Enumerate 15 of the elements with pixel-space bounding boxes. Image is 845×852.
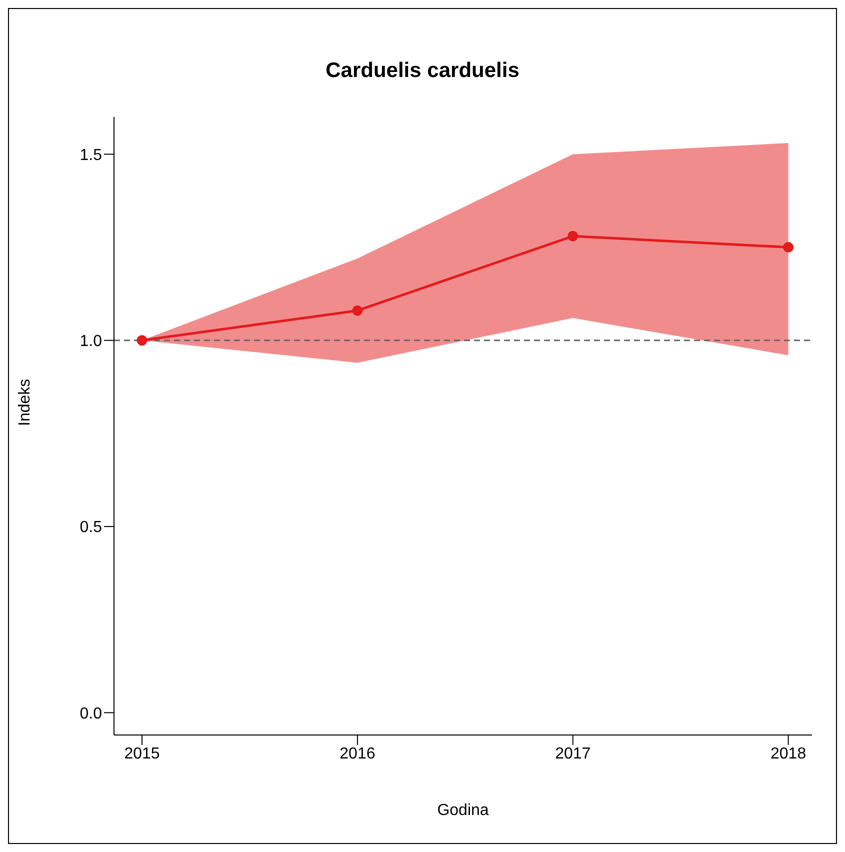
x-tick-label: 2015 (124, 745, 160, 762)
y-axis-title: Indeks (16, 378, 34, 426)
point (568, 230, 578, 242)
x-tick-label: 2018 (770, 745, 806, 762)
chart-title: Carduelis carduelis (324, 59, 520, 83)
y-tick-label: 0.0 (80, 705, 102, 722)
point (352, 305, 363, 316)
x-tick-label: 2017 (555, 745, 591, 762)
y-tick-label: 1.0 (80, 333, 102, 350)
y-tick-label: 0.5 (80, 519, 102, 536)
x-axis-title: Godina (437, 802, 489, 819)
point (136, 335, 148, 346)
x-tick-label: 2016 (340, 745, 376, 762)
y-tick-label: 1.5 (80, 146, 102, 164)
point (783, 242, 794, 253)
